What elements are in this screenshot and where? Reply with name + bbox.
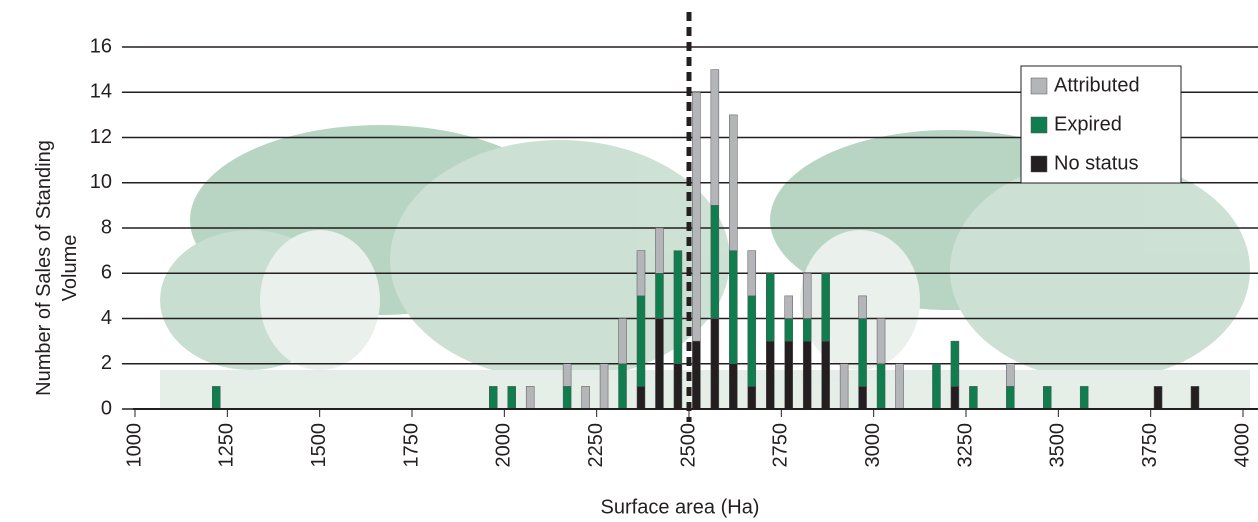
bar-segment [674, 251, 682, 364]
bar-segment [1043, 386, 1051, 409]
y-tick-label: 4 [101, 307, 112, 329]
bar-segment [932, 364, 940, 409]
x-tick-label: 4000 [1231, 423, 1253, 468]
y-tick-label: 0 [101, 397, 112, 419]
bar-segment [859, 386, 867, 409]
legend-swatch [1031, 156, 1047, 172]
x-tick-label: 2750 [770, 423, 792, 468]
bar-segment [803, 273, 811, 318]
bar-segment [600, 364, 608, 409]
y-tick-label: 12 [90, 126, 112, 148]
bar-segment [859, 296, 867, 319]
bar-segment [766, 341, 774, 409]
bar-segment [711, 70, 719, 206]
bar-segment [877, 319, 885, 364]
bar-segment [655, 273, 663, 318]
bar-segment [619, 364, 627, 409]
x-tick-label: 1000 [123, 423, 145, 468]
bar-segment [563, 386, 571, 409]
x-tick-label: 2250 [585, 423, 607, 468]
bar-segment [803, 319, 811, 342]
bar-segment [803, 341, 811, 409]
y-axis-label: Number of Sales of Standing Volume [31, 118, 83, 418]
bar-segment [508, 386, 516, 409]
x-tick-label: 3000 [862, 423, 884, 468]
bar-segment [766, 273, 774, 341]
legend-label: Attributed [1054, 74, 1140, 96]
x-tick-label: 3250 [954, 423, 976, 468]
x-tick-label: 3750 [1139, 423, 1161, 468]
x-axis-label: Surface area (Ha) [601, 496, 760, 518]
bar-segment [655, 228, 663, 273]
y-tick-label: 2 [101, 352, 112, 374]
bar-segment [748, 296, 756, 387]
bar-segment [212, 386, 220, 409]
bar-segment [637, 386, 645, 409]
bar-segment [711, 205, 719, 318]
bar-segment [1191, 386, 1199, 409]
legend-label: Expired [1054, 113, 1122, 135]
bar-segment [692, 341, 700, 409]
bar-segment [582, 386, 590, 409]
legend-swatch [1031, 78, 1047, 94]
bar-segment [619, 319, 627, 364]
x-tick-label: 2000 [493, 423, 515, 468]
bar-segment [822, 273, 830, 341]
y-tick-label: 16 [90, 35, 112, 57]
bar-segment [840, 364, 848, 409]
bar-segment [1006, 364, 1014, 387]
bar-segment [692, 92, 700, 341]
bar-segment [951, 341, 959, 386]
bar-segment [951, 386, 959, 409]
bar-segment [859, 319, 867, 387]
bar-segment [1006, 386, 1014, 409]
y-tick-label: 8 [101, 216, 112, 238]
y-tick-label: 14 [90, 81, 112, 103]
bar-segment [563, 364, 571, 387]
x-tick-label: 1500 [308, 423, 330, 468]
legend-swatch [1031, 117, 1047, 133]
bar-segment [729, 251, 737, 364]
bar-segment [711, 319, 719, 410]
bar-segment [785, 319, 793, 342]
bar-segment [637, 251, 645, 296]
bar-segment [1154, 386, 1162, 409]
bar-segment [969, 386, 977, 409]
x-tick-label: 3500 [1047, 423, 1069, 468]
chart-container: 0 2 4 6 8 10 12 14 16 1000 1250 1500 1750 2000 2250 250… [0, 0, 1258, 522]
bar-segment [526, 386, 534, 409]
bar-segment [877, 364, 885, 409]
bar-segment [785, 341, 793, 409]
legend: Attributed Expired No status [1021, 66, 1181, 183]
bar-segment [748, 386, 756, 409]
x-tick-label: 1750 [400, 423, 422, 468]
bar-segment [822, 341, 830, 409]
chart: 0 2 4 6 8 10 12 14 16 1000 1250 1500 1750 2000 2250 250… [0, 0, 1258, 522]
bar-segment [896, 364, 904, 409]
bar-segment [729, 115, 737, 251]
bar-segment [674, 364, 682, 409]
bar-segment [637, 296, 645, 387]
bar-segment [489, 386, 497, 409]
y-tick-label: 6 [101, 262, 112, 284]
x-tick-label: 1250 [216, 423, 238, 468]
bar-segment [748, 251, 756, 296]
legend-label: No status [1054, 152, 1138, 174]
bar-segment [729, 364, 737, 409]
bar-segment [1080, 386, 1088, 409]
bar-segment [655, 319, 663, 410]
bar-segment [785, 296, 793, 319]
x-tick-label: 2500 [677, 423, 699, 468]
y-tick-label: 10 [90, 171, 112, 193]
